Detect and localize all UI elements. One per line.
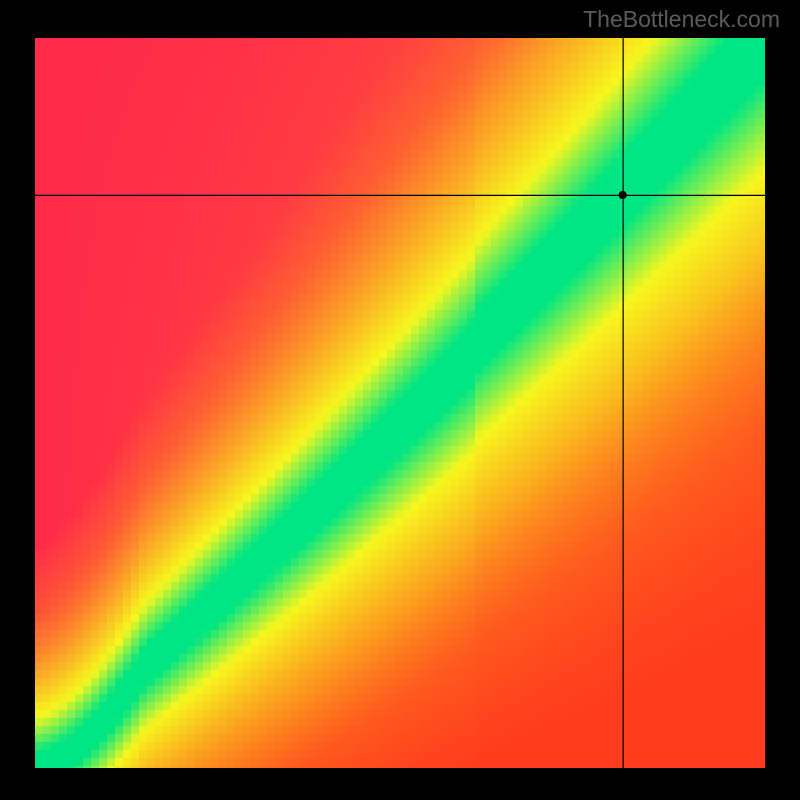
- bottleneck-heatmap: [35, 38, 765, 768]
- watermark-text: TheBottleneck.com: [583, 6, 780, 33]
